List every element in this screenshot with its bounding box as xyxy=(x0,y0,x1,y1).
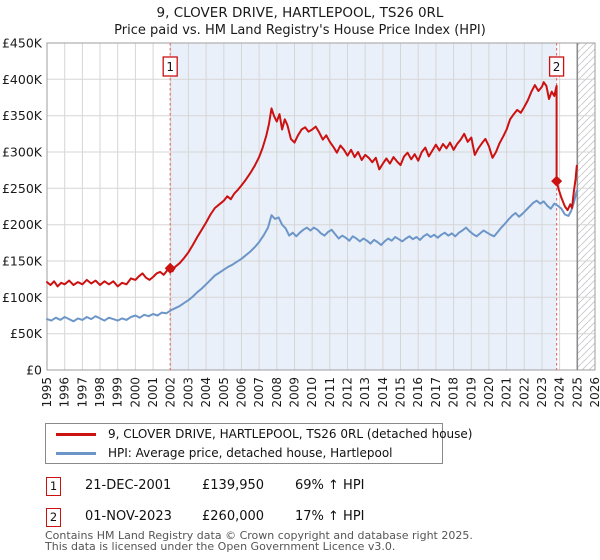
x-axis-label: 2010 xyxy=(305,377,319,408)
sale-point-1 xyxy=(164,262,176,274)
annotation-marker-2: 2 xyxy=(46,508,61,527)
property-price-line xyxy=(46,81,578,288)
plot-border xyxy=(46,42,596,371)
x-axis-label: 2007 xyxy=(252,377,266,408)
x-axis-label: 2006 xyxy=(235,377,249,408)
sale-label-number-2: 2 xyxy=(553,60,561,74)
legend-line-sample-hpi xyxy=(56,451,96,455)
y-axis-label: £400K xyxy=(2,72,43,87)
annotation-row-1: 1 21-DEC-2001 £139,950 69% ↑ HPI xyxy=(0,477,600,497)
page-title: 9, CLOVER DRIVE, HARTLEPOOL, TS26 0RL xyxy=(156,5,444,21)
y-axis-label: £450K xyxy=(2,36,43,51)
y-axis-label: £150K xyxy=(2,254,43,269)
annotation-price-2: £260,000 xyxy=(202,509,265,524)
y-axis-label: £250K xyxy=(2,181,43,196)
x-axis-label: 2002 xyxy=(164,377,178,408)
annotation-date-2: 01-NOV-2023 xyxy=(85,509,172,524)
page-subtitle: Price paid vs. HM Land Registry's House … xyxy=(114,23,486,38)
x-axis-label: 2020 xyxy=(482,377,496,408)
x-axis-label: 2018 xyxy=(447,377,461,408)
legend-item-property: 9, CLOVER DRIVE, HARTLEPOOL, TS26 0RL (d… xyxy=(46,426,472,442)
legend-label-property: 9, CLOVER DRIVE, HARTLEPOOL, TS26 0RL (d… xyxy=(108,427,473,441)
y-axis-label: £200K xyxy=(2,217,43,232)
legend-line-sample-property xyxy=(56,432,96,436)
x-axis-label: 2025 xyxy=(570,377,584,408)
x-axis-label: 2021 xyxy=(500,377,514,408)
x-axis-label: 1995 xyxy=(40,377,54,408)
hpi-line xyxy=(46,189,578,323)
x-axis-label: 2024 xyxy=(553,377,567,408)
x-axis-label: 1997 xyxy=(75,377,89,408)
x-axis-label: 2012 xyxy=(341,377,355,408)
annotation-date-1: 21-DEC-2001 xyxy=(85,478,172,493)
annotation-hpi-2: 17% ↑ HPI xyxy=(295,509,365,524)
legend-label-hpi: HPI: Average price, detached house, Hart… xyxy=(108,446,393,460)
x-axis-label: 2003 xyxy=(181,377,195,408)
x-axis-label: 1999 xyxy=(111,377,125,408)
x-axis-label: 2019 xyxy=(464,377,478,408)
x-axis-label: 2009 xyxy=(288,377,302,408)
legend-item-hpi: HPI: Average price, detached house, Hart… xyxy=(46,445,442,461)
footer-licence: This data is licensed under the Open Gov… xyxy=(45,540,396,553)
y-axis-label: £300K xyxy=(2,145,43,160)
x-axis-label: 2017 xyxy=(429,377,443,408)
annotation-price-1: £139,950 xyxy=(202,478,265,493)
x-axis-label: 2005 xyxy=(217,377,231,408)
price-chart: 1 2 £0 £50K £100K £150K £200K £250K £300K £350K £4… xyxy=(2,36,600,408)
footer-copyright: Contains HM Land Registry data © Crown c… xyxy=(45,529,473,542)
x-axis-label: 2000 xyxy=(128,377,142,408)
future-hatch-region xyxy=(577,43,595,370)
x-axis-label: 2016 xyxy=(411,377,425,408)
x-axis-label: 2011 xyxy=(323,377,337,408)
x-axis-label: 1996 xyxy=(58,377,72,408)
x-axis-label: 2001 xyxy=(146,377,160,408)
sale-point-2 xyxy=(551,175,563,187)
sale-label-number-1: 1 xyxy=(166,60,174,74)
x-axis-label: 2008 xyxy=(270,377,284,408)
between-sales-shading xyxy=(170,43,557,370)
y-axis-label: £100K xyxy=(2,290,43,305)
y-axis-label: £350K xyxy=(2,108,43,123)
x-axis-label: 2014 xyxy=(376,377,390,408)
x-axis-label: 2023 xyxy=(535,377,549,408)
chart-legend: 9, CLOVER DRIVE, HARTLEPOOL, TS26 0RL (d… xyxy=(45,423,472,464)
sale-label-box-1 xyxy=(162,56,178,77)
x-axis-label: 2022 xyxy=(517,377,531,408)
annotation-marker-1: 1 xyxy=(46,477,61,496)
x-axis-label: 2015 xyxy=(394,377,408,408)
y-axis-label: £0 xyxy=(26,363,42,378)
x-axis-label: 2004 xyxy=(199,377,213,408)
sale-label-box-2 xyxy=(548,56,565,77)
x-axis-label: 2013 xyxy=(358,377,372,408)
y-axis-label: £50K xyxy=(10,326,43,341)
x-axis-label: 2026 xyxy=(588,377,600,408)
x-axis-label: 1998 xyxy=(93,377,107,408)
annotation-hpi-1: 69% ↑ HPI xyxy=(295,478,365,493)
annotation-row-2: 2 01-NOV-2023 £260,000 17% ↑ HPI xyxy=(0,508,600,528)
